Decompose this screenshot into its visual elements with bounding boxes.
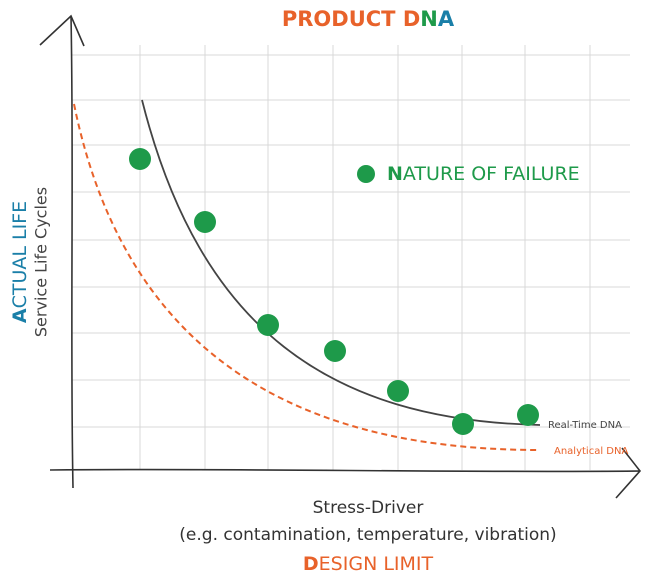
legend-part: ATURE OF FAILURE: [403, 163, 580, 185]
failure-points: [129, 148, 539, 435]
y-axis: [39, 14, 85, 489]
title-part: PRODUCT D: [282, 7, 420, 31]
y-sublabel: Service Life Cycles: [32, 187, 51, 337]
title-part: N: [420, 7, 438, 31]
x-sublabel: (e.g. contamination, temperature, vibrat…: [179, 525, 556, 545]
y-label-part: CTUAL LIFE: [9, 201, 31, 309]
legend-label: NATURE OF FAILURE: [387, 163, 580, 185]
y-label: ACTUAL LIFE: [9, 201, 31, 323]
curve-label: Analytical DNA: [554, 446, 628, 457]
real-time-curve: [141, 99, 541, 426]
title: PRODUCT DNA: [282, 7, 455, 31]
curve-label: Real-Time DNA: [548, 420, 622, 431]
legend-part: N: [387, 163, 403, 185]
x-label: Stress-Driver: [313, 498, 424, 518]
analytical-curve: [73, 103, 541, 451]
limit-part: D: [303, 553, 319, 575]
grid: [72, 45, 630, 470]
title-part: A: [438, 7, 455, 31]
x-axis: [49, 447, 642, 499]
design-limit: DESIGN LIMIT: [303, 553, 434, 575]
limit-part: ESIGN LIMIT: [319, 553, 434, 575]
y-label-part: A: [9, 308, 31, 323]
